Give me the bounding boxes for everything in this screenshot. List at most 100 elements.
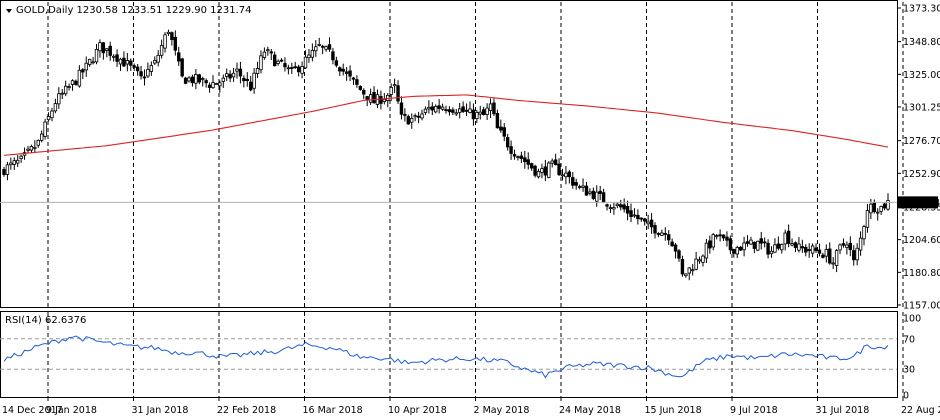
candle xyxy=(581,178,585,192)
candle xyxy=(403,108,407,122)
candle xyxy=(797,237,801,253)
candle xyxy=(434,104,438,114)
price-tick-label: 1373.30 xyxy=(903,4,940,15)
candle xyxy=(423,106,428,115)
candle xyxy=(180,57,184,78)
candle xyxy=(649,213,654,234)
candle xyxy=(406,114,411,125)
candle xyxy=(70,79,75,91)
candle xyxy=(341,63,345,76)
candle xyxy=(386,92,390,108)
candle xyxy=(481,106,486,116)
candle xyxy=(135,63,140,76)
candle xyxy=(643,217,647,226)
candle xyxy=(36,139,40,148)
rsi-title: RSI(14) 62.6376 xyxy=(5,315,86,326)
candle xyxy=(365,95,369,107)
candle xyxy=(207,82,212,93)
candle xyxy=(5,161,10,181)
candle xyxy=(601,188,606,204)
candle xyxy=(684,273,688,278)
candle xyxy=(745,235,750,247)
candle xyxy=(266,46,270,56)
candle xyxy=(564,166,568,185)
candle xyxy=(60,89,64,100)
candle xyxy=(783,229,787,251)
candle xyxy=(115,49,119,67)
candle xyxy=(629,203,633,223)
candle xyxy=(738,245,743,251)
rsi-tick-label: 0 xyxy=(903,391,909,402)
price-tick-label: 1157.00 xyxy=(903,301,940,312)
candle xyxy=(348,65,352,81)
candle xyxy=(821,252,825,259)
date-tick-label: 22 Aug 2018 xyxy=(901,405,940,416)
candle xyxy=(368,88,373,106)
candle xyxy=(841,238,846,248)
candle xyxy=(187,75,191,83)
candle xyxy=(101,42,106,60)
candle xyxy=(218,80,222,93)
candle xyxy=(132,63,136,71)
candle xyxy=(639,217,644,222)
candle xyxy=(824,244,829,263)
candle xyxy=(660,229,664,237)
candle xyxy=(67,83,71,91)
candle xyxy=(111,54,116,62)
candle xyxy=(468,101,472,114)
candle xyxy=(77,65,82,88)
candle xyxy=(540,163,544,179)
candle xyxy=(488,98,493,119)
candle xyxy=(74,79,78,86)
candle xyxy=(721,234,726,242)
candle xyxy=(245,72,249,87)
candle xyxy=(458,102,462,119)
candle xyxy=(756,240,760,252)
candle xyxy=(163,32,167,53)
candle xyxy=(29,144,34,153)
candle xyxy=(283,57,287,72)
candle xyxy=(269,48,273,61)
candle xyxy=(557,158,561,176)
candle xyxy=(170,31,174,46)
current-price-badge: 1231.74 xyxy=(898,196,940,209)
candle xyxy=(46,112,51,122)
candle xyxy=(553,153,558,166)
candle xyxy=(454,109,458,117)
candle xyxy=(732,248,736,258)
date-tick-label: 31 Jan 2018 xyxy=(132,405,189,416)
candle xyxy=(749,236,753,245)
candle xyxy=(194,69,198,90)
candle xyxy=(478,105,482,120)
candle xyxy=(399,96,404,120)
candle xyxy=(831,256,835,270)
candle xyxy=(122,51,126,67)
candle xyxy=(464,103,469,117)
candle xyxy=(149,61,154,76)
candle xyxy=(177,46,181,66)
candle xyxy=(882,202,887,211)
candle xyxy=(762,237,767,248)
candle xyxy=(632,208,637,218)
candle xyxy=(324,45,328,52)
candle xyxy=(547,161,551,179)
candle xyxy=(742,236,746,257)
candle xyxy=(605,203,609,211)
candle xyxy=(125,52,130,72)
candle xyxy=(221,74,225,88)
date-tick-label: 31 Jul 2018 xyxy=(816,405,870,416)
candle xyxy=(680,255,685,277)
main-chart-title: GOLD,Daily 1230.58 1233.51 1229.90 1231.… xyxy=(16,5,252,16)
candle xyxy=(235,62,239,79)
candle xyxy=(492,98,496,116)
candle xyxy=(259,50,263,74)
candle xyxy=(379,90,383,110)
candle xyxy=(410,113,414,129)
candle xyxy=(588,188,592,196)
date-tick-label: 16 Mar 2018 xyxy=(303,405,363,416)
candle xyxy=(16,154,20,167)
candle xyxy=(19,154,23,163)
candle xyxy=(704,238,709,264)
candle xyxy=(317,37,321,47)
